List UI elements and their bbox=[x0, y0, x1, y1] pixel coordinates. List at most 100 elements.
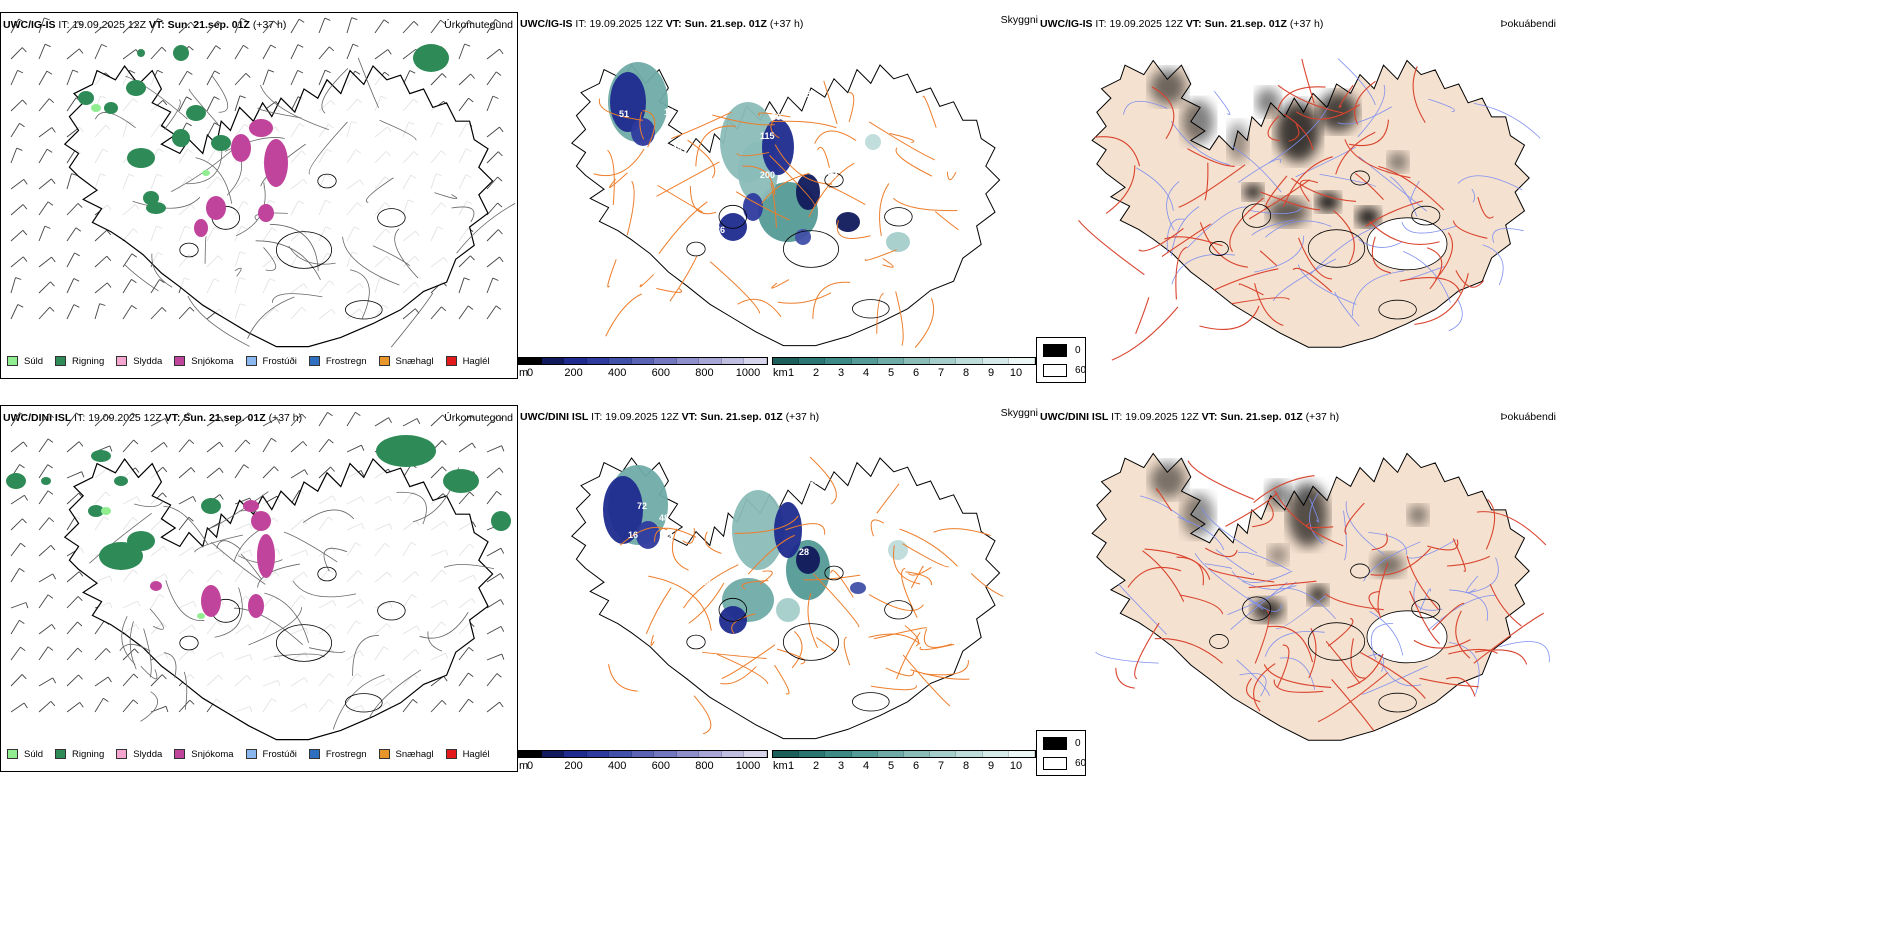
ceiling-label: 80 bbox=[771, 112, 781, 122]
wind-barb bbox=[290, 69, 304, 86]
legend-label: Súld bbox=[24, 355, 44, 367]
wind-barb bbox=[486, 445, 505, 453]
wind-barb bbox=[38, 98, 55, 112]
legend-item: Rigning bbox=[55, 354, 104, 368]
wind-barb bbox=[150, 442, 168, 453]
precip-area bbox=[243, 500, 259, 512]
precip-area bbox=[91, 104, 101, 112]
precip-area bbox=[248, 594, 264, 618]
colorbar-tick: 600 bbox=[651, 367, 670, 379]
precip-area bbox=[127, 148, 155, 168]
it-label: IT: bbox=[575, 18, 587, 30]
legend-swatch bbox=[378, 749, 390, 759]
wind-barb bbox=[486, 176, 503, 190]
vt-label: VT: bbox=[1201, 411, 1218, 423]
legend-label: Snæhagl bbox=[395, 355, 434, 367]
it-value: 19.09.2025 12Z bbox=[1125, 411, 1199, 423]
panel-name: Úrkomutegund bbox=[444, 412, 513, 424]
ceiling-area bbox=[796, 546, 820, 574]
legend-item: Slydda bbox=[116, 354, 162, 368]
wind-barb bbox=[486, 95, 499, 112]
wind-barb bbox=[318, 17, 331, 34]
wind-barb bbox=[66, 596, 83, 609]
wind-barb bbox=[150, 46, 167, 60]
legend-item: Súld bbox=[7, 747, 43, 761]
wind-barb bbox=[458, 414, 476, 427]
fog-area bbox=[1356, 207, 1380, 227]
model-name: UWC/DINI ISL bbox=[1040, 411, 1109, 423]
wind-barb bbox=[38, 178, 56, 190]
wind-barb bbox=[10, 702, 28, 713]
wind-barb bbox=[346, 444, 365, 453]
fog-index-panel: UWC/DINI ISL IT: 19.09.2025 12Z VT: Sun.… bbox=[1038, 405, 1560, 772]
wind-barb bbox=[234, 95, 246, 112]
precip-type-panel: UWC/IG-IS IT: 19.09.2025 12Z VT: Sun. 21… bbox=[0, 12, 518, 379]
wind-barb bbox=[10, 179, 28, 190]
wind-barb bbox=[38, 201, 54, 216]
precip-area bbox=[376, 435, 436, 467]
ceiling-area bbox=[850, 582, 866, 594]
lead-time: (+37 h) bbox=[1305, 411, 1340, 423]
ceiling-label: 28 bbox=[799, 547, 809, 557]
ceiling-area bbox=[610, 72, 646, 132]
legend-item: Snjókoma bbox=[174, 747, 234, 761]
fog-legend: 0 60 bbox=[1036, 730, 1086, 776]
colorbar-tick: 4 bbox=[862, 760, 870, 772]
legend-item: Frostregn bbox=[308, 354, 367, 368]
fog-legend-label: 0 bbox=[1075, 738, 1081, 749]
ceiling-area bbox=[631, 118, 655, 146]
colorbar-unit: m bbox=[519, 760, 529, 772]
precip-map bbox=[10, 17, 516, 348]
wind-barb bbox=[66, 227, 82, 242]
wind-barb bbox=[458, 698, 474, 713]
fog-area bbox=[1243, 184, 1263, 200]
vt-label: VT: bbox=[681, 411, 698, 423]
wind-barb bbox=[486, 305, 502, 320]
wind-barb bbox=[38, 646, 54, 661]
ceiling-label: 33 bbox=[696, 545, 706, 555]
vt-label: VT: bbox=[164, 412, 181, 424]
wind-barb bbox=[122, 21, 139, 34]
precip-type-panel: UWC/DINI ISL IT: 19.09.2025 12Z VT: Sun.… bbox=[0, 405, 518, 772]
wind-barb bbox=[66, 441, 84, 453]
wind-barb bbox=[486, 256, 504, 268]
precip-area bbox=[186, 105, 206, 121]
it-value: 19.09.2025 12Z bbox=[589, 18, 663, 30]
legend-swatch bbox=[245, 749, 257, 759]
precip-area bbox=[126, 80, 146, 96]
legend-swatch bbox=[116, 749, 128, 759]
ceiling-area bbox=[774, 502, 802, 558]
wind-barb bbox=[10, 304, 24, 320]
fog-area bbox=[1288, 483, 1328, 547]
wind-barb bbox=[486, 126, 504, 138]
wind-barb bbox=[10, 494, 28, 505]
ceiling-label: 83 bbox=[650, 203, 660, 213]
wind-barb bbox=[206, 441, 224, 453]
wind-barb bbox=[38, 306, 55, 320]
wind-barb bbox=[318, 412, 333, 427]
wind-barb bbox=[486, 673, 502, 687]
colorbar-tick: 2 bbox=[812, 760, 820, 772]
wind-barb bbox=[38, 43, 51, 60]
vt-value: Sun. 21.sep. 01Z bbox=[167, 19, 250, 31]
legend-item: Frostúði bbox=[245, 354, 297, 368]
colorbar-tick: 3 bbox=[837, 367, 845, 379]
ceiling-area bbox=[795, 229, 811, 245]
colorbar-tick: 0 bbox=[526, 760, 534, 772]
colorbar-tick: 400 bbox=[608, 760, 627, 772]
wind-barb bbox=[178, 306, 195, 320]
wind-barb bbox=[38, 490, 54, 505]
colorbar-tick: 1 bbox=[787, 367, 795, 379]
fog-area bbox=[1372, 553, 1404, 577]
fog-legend-row: 0 bbox=[1043, 344, 1081, 357]
wind-barb bbox=[458, 277, 470, 294]
ceiling-label: 26 bbox=[700, 100, 710, 110]
wind-barb bbox=[178, 496, 197, 505]
fog-area bbox=[1256, 88, 1280, 116]
wind-barb bbox=[234, 44, 249, 60]
legend-label: Slydda bbox=[133, 748, 163, 760]
wind-barb bbox=[178, 96, 192, 112]
fog-area bbox=[1316, 192, 1340, 212]
wind-barb bbox=[486, 547, 505, 557]
precip-area bbox=[201, 498, 221, 514]
